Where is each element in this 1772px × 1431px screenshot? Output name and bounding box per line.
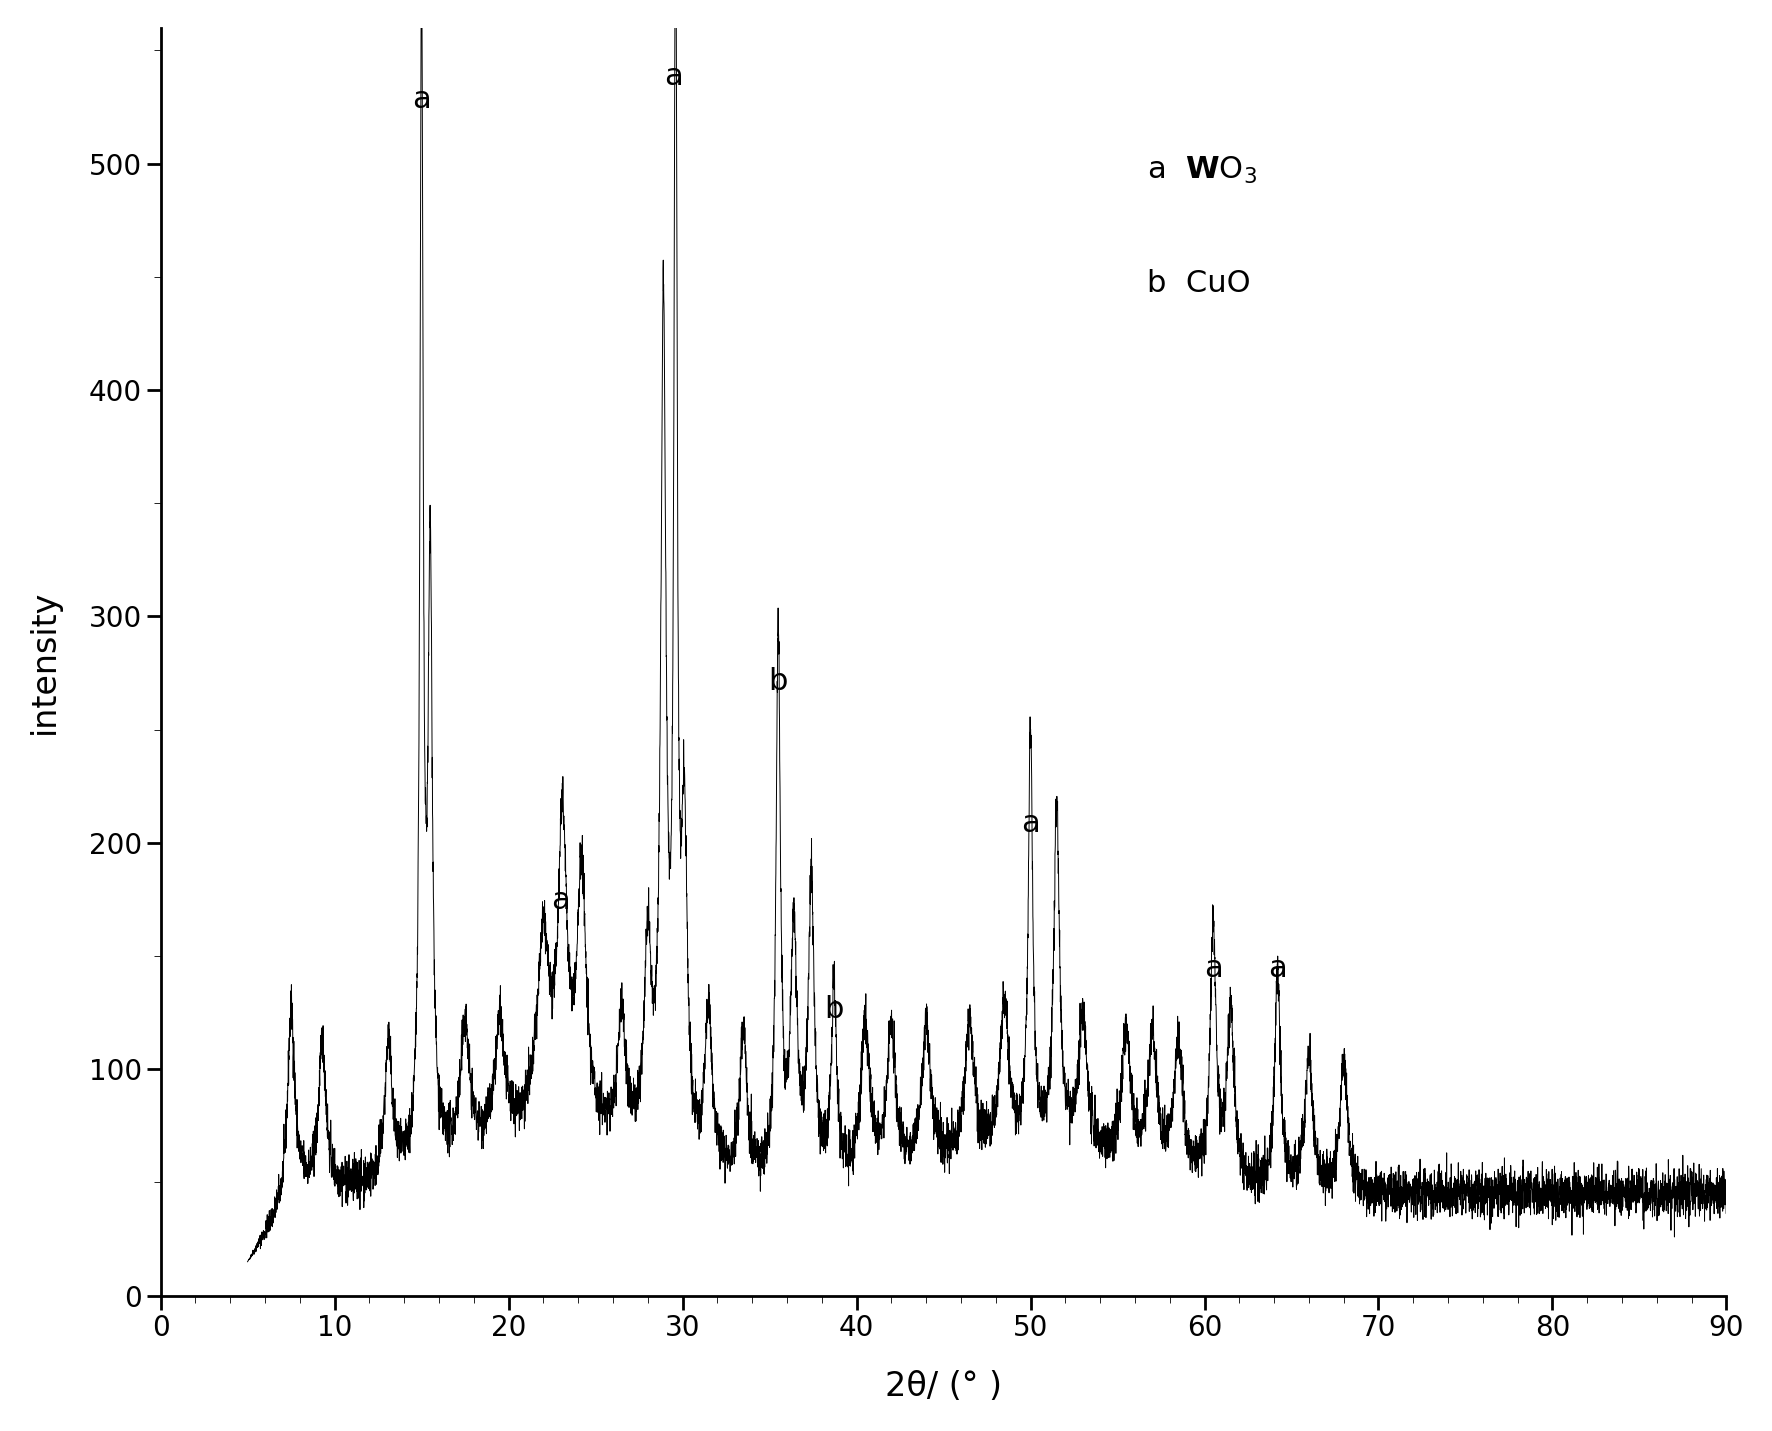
Text: a: a — [551, 886, 571, 916]
Text: b: b — [769, 667, 789, 695]
Text: a: a — [1021, 810, 1040, 839]
Text: a  $\mathbf{W}$O$_3$: a $\mathbf{W}$O$_3$ — [1146, 155, 1256, 186]
Text: a: a — [1269, 954, 1286, 983]
Text: a: a — [413, 84, 431, 114]
Text: a: a — [664, 62, 684, 92]
Text: b  CuO: b CuO — [1146, 269, 1251, 298]
X-axis label: 2θ/ (° ): 2θ/ (° ) — [884, 1371, 1001, 1404]
Text: a: a — [1203, 954, 1223, 983]
Y-axis label: intensity: intensity — [28, 590, 60, 734]
Text: b: b — [824, 995, 843, 1025]
